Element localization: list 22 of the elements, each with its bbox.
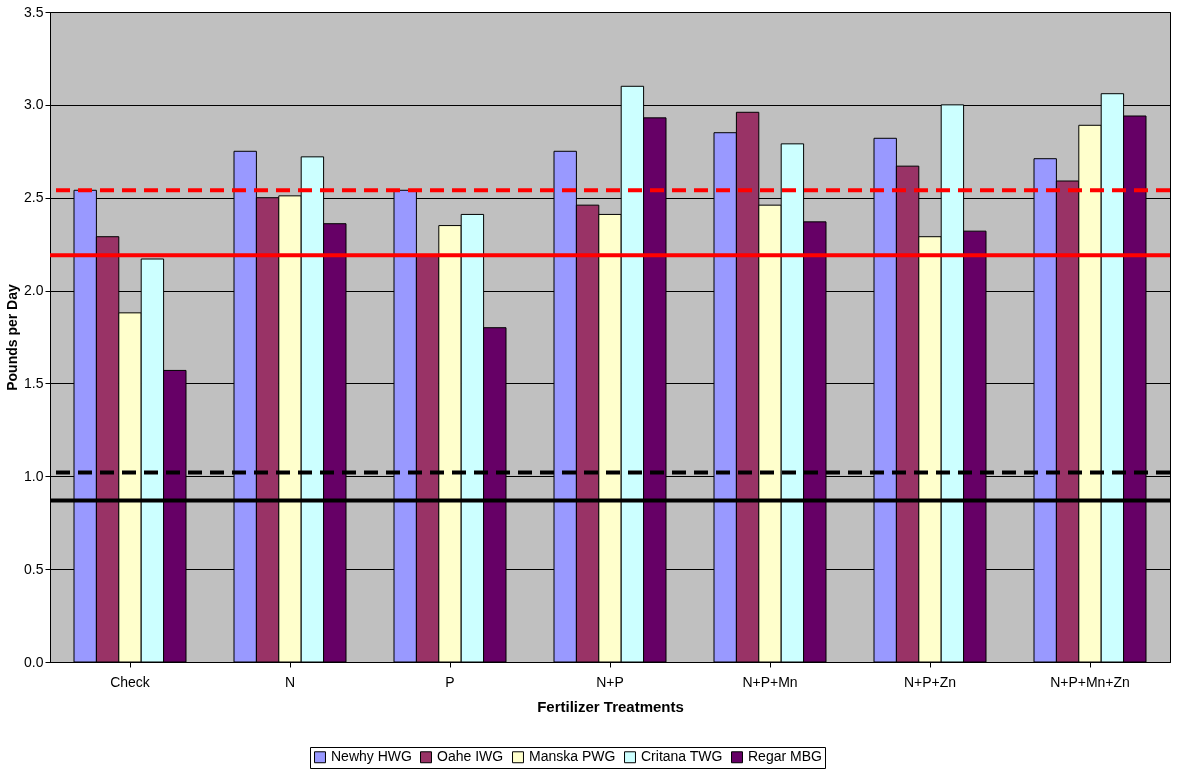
- x-tick-label: N+P: [596, 673, 624, 690]
- y-tick-label: 0.0: [24, 653, 44, 670]
- legend-label: Manska PWG: [529, 748, 616, 765]
- y-tick-label: 1.5: [24, 374, 44, 391]
- x-tick-label: N: [284, 673, 296, 690]
- legend-label: Critana TWG: [641, 748, 723, 765]
- y-tick-label: 3.0: [24, 96, 44, 113]
- y-tick-label: 3.5: [24, 3, 44, 20]
- x-tick-label: N+P+Mn+Zn: [1050, 673, 1130, 690]
- y-tick-label: 2.0: [24, 282, 44, 299]
- legend-label: Oahe IWG: [437, 748, 504, 765]
- x-tick-label: P: [445, 673, 455, 690]
- legend-label: Newhy HWG: [331, 748, 412, 765]
- x-axis-title: Fertilizer Treatments: [537, 697, 684, 715]
- y-tick-label: 1.0: [24, 467, 44, 484]
- y-tick-label: 0.5: [24, 560, 44, 577]
- y-axis-title: Pounds per Day: [4, 284, 21, 391]
- legend-label: Regar MBG: [748, 748, 822, 765]
- x-tick-label: N+P+Zn: [903, 673, 957, 690]
- x-tick-label: N+P+Mn: [742, 673, 798, 690]
- y-tick-label: 2.5: [24, 189, 44, 206]
- x-tick-label: Check: [110, 673, 151, 690]
